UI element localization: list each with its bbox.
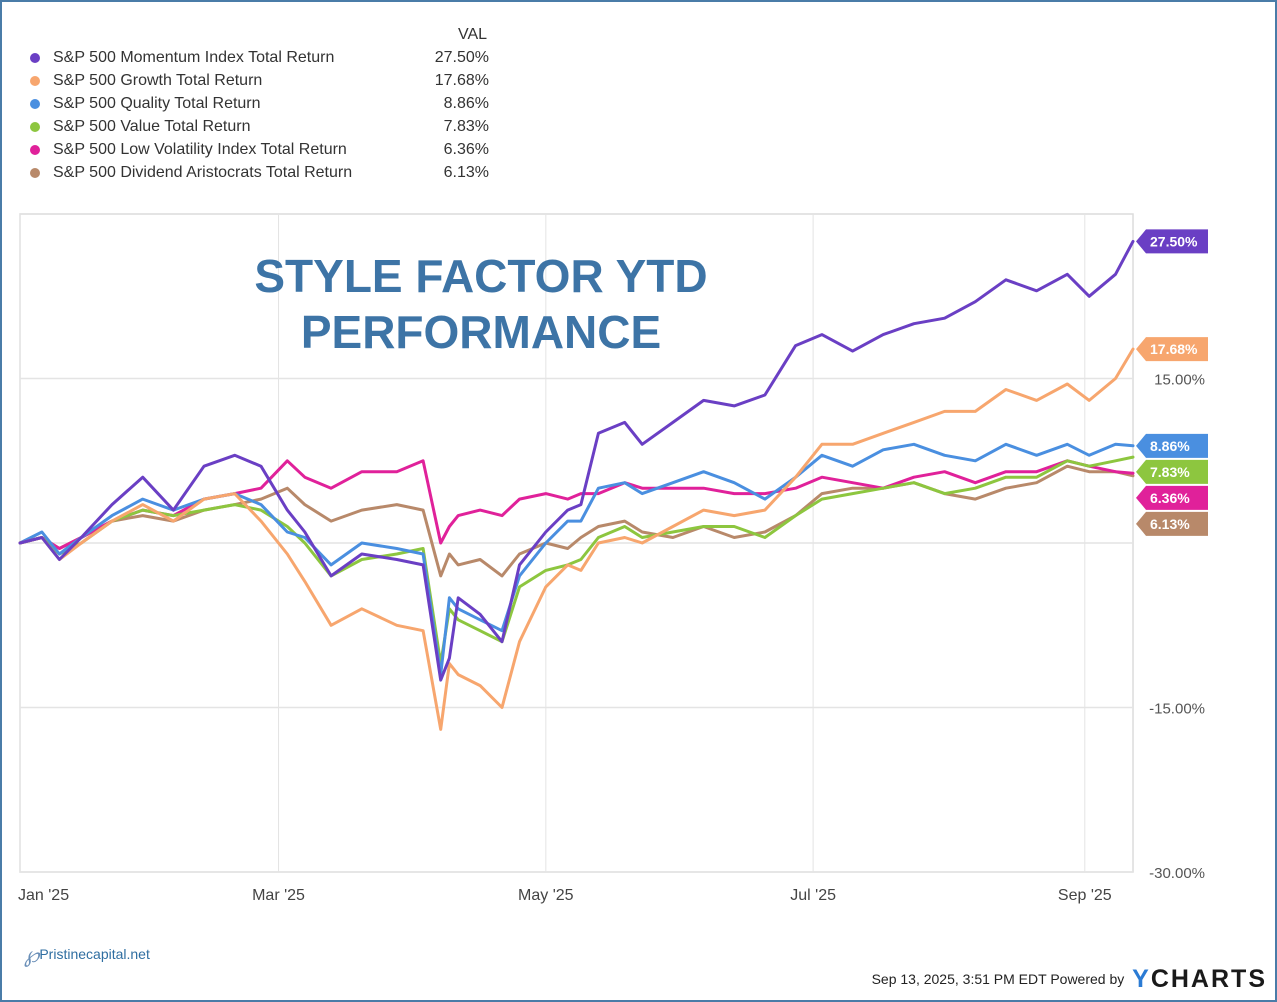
legend-item[interactable]: S&P 500 Quality Total Return 8.86%: [30, 94, 500, 117]
legend-value: 6.36%: [443, 141, 489, 158]
legend-value: 8.86%: [443, 95, 489, 112]
footer: Sep 13, 2025, 3:51 PM EDT Powered by YCH…: [872, 965, 1267, 994]
end-tag-shape: [1136, 459, 1208, 484]
legend-value: 27.50%: [434, 49, 489, 66]
legend-name: S&P 500 Value Total Return: [53, 118, 251, 135]
series-end-tag: 6.13%: [1136, 511, 1208, 536]
legend-item[interactable]: S&P 500 Momentum Index Total Return 27.50…: [30, 48, 500, 71]
legend-item[interactable]: S&P 500 Value Total Return 7.83%: [30, 117, 500, 140]
end-tag-label: 6.13%: [1150, 516, 1190, 532]
end-tag-shape: [1136, 229, 1208, 254]
series-line: [18, 347, 1135, 731]
pristinecapital-logo: ℘Pristinecapital.net: [24, 943, 150, 968]
y-tick-label: 15.00%: [1154, 372, 1205, 389]
end-tag-label: 27.50%: [1150, 233, 1198, 249]
end-tag-label: 8.86%: [1150, 438, 1190, 454]
y-tick-label: -15.00%: [1149, 701, 1205, 718]
legend-header: VAL: [458, 26, 488, 43]
legend-dot-icon: [30, 99, 40, 109]
series-end-tag: 8.86%: [1136, 433, 1208, 458]
chart-subtitle: PERFORMANCE: [301, 306, 661, 358]
end-tag-shape: [1136, 485, 1208, 510]
y-tick-label: -30.00%: [1149, 865, 1205, 882]
x-tick-label: May '25: [518, 887, 574, 904]
end-tag-label: 6.36%: [1150, 490, 1190, 506]
logo-text: Pristinecapital: [39, 946, 127, 962]
series-end-tag: 17.68%: [1136, 337, 1208, 362]
series-end-tag: 6.36%: [1136, 485, 1208, 510]
end-tag-shape: [1136, 433, 1208, 458]
legend-dot-icon: [30, 76, 40, 86]
series-line: [18, 239, 1135, 682]
series-end-tag: 27.50%: [1136, 229, 1208, 254]
legend-name: S&P 500 Momentum Index Total Return: [53, 49, 335, 66]
chart-title: STYLE FACTOR YTD: [254, 250, 707, 302]
x-tick-label: Mar '25: [252, 887, 305, 904]
legend-value: 7.83%: [443, 118, 489, 135]
logo-mark-icon: ℘: [24, 943, 40, 968]
timestamp: Sep 13, 2025, 3:51 PM EDT Powered by: [871, 971, 1125, 987]
series-line: [18, 455, 1135, 666]
legend-item[interactable]: S&P 500 Growth Total Return 17.68%: [30, 71, 500, 94]
end-tag-shape: [1136, 337, 1208, 362]
legend-name: S&P 500 Low Volatility Index Total Retur…: [53, 141, 347, 158]
x-tick-label: Jan '25: [18, 887, 69, 904]
legend-dot-icon: [30, 145, 40, 155]
legend-value: 17.68%: [434, 72, 489, 89]
legend-item[interactable]: S&P 500 Low Volatility Index Total Retur…: [30, 140, 500, 163]
legend-dot-icon: [30, 122, 40, 132]
legend-value: 6.13%: [443, 164, 489, 181]
end-tag-shape: [1136, 511, 1208, 536]
legend-item[interactable]: S&P 500 Dividend Aristocrats Total Retur…: [30, 163, 500, 186]
legend-dot-icon: [30, 53, 40, 63]
legend-name: S&P 500 Growth Total Return: [53, 72, 263, 89]
end-tag-label: 7.83%: [1150, 464, 1190, 480]
ycharts-logo: YCHARTS: [1132, 965, 1267, 993]
x-tick-label: Jul '25: [790, 887, 836, 904]
x-tick-label: Sep '25: [1058, 887, 1112, 904]
series-end-tag: 7.83%: [1136, 459, 1208, 484]
legend-dot-icon: [30, 168, 40, 178]
logo-suffix: .net: [126, 946, 150, 962]
legend-name: S&P 500 Quality Total Return: [53, 95, 261, 112]
legend-name: S&P 500 Dividend Aristocrats Total Retur…: [53, 164, 353, 181]
end-tag-label: 17.68%: [1150, 341, 1198, 357]
